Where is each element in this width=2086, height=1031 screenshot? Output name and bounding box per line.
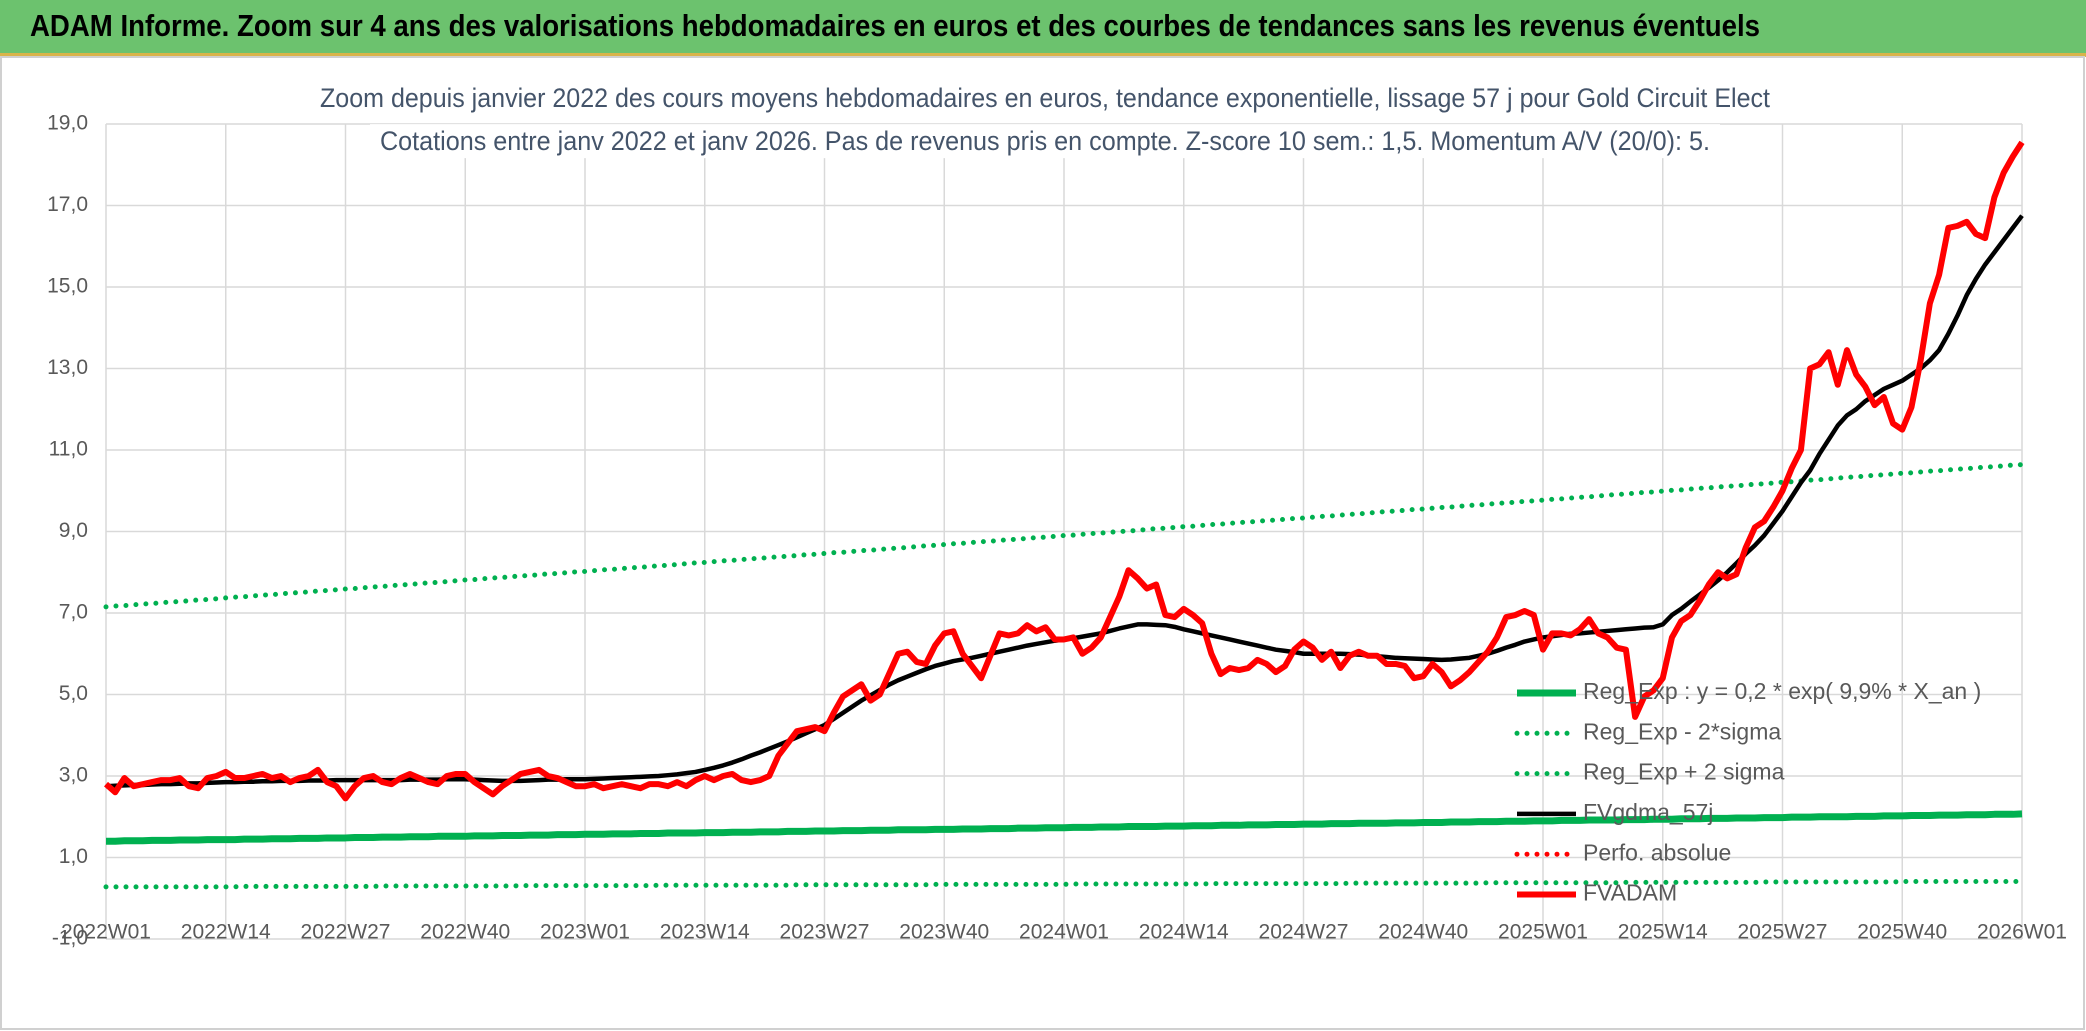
x-tick-label: 2025W14	[1618, 921, 1708, 944]
x-tick-label: 2022W14	[181, 921, 271, 944]
chart-frame	[0, 56, 2085, 1030]
x-tick-label: 2024W27	[1259, 921, 1349, 944]
y-tick-label: 7,0	[59, 601, 88, 624]
page-header: ADAM Informe. Zoom sur 4 ans des valoris…	[30, 8, 1760, 43]
legend-label: Perfo. absolue	[1583, 839, 1731, 865]
title-background	[310, 81, 1781, 116]
x-tick-label: 2022W01	[61, 921, 151, 944]
x-tick-label: 2022W40	[420, 921, 510, 944]
x-tick-label: 2024W01	[1019, 921, 1109, 944]
y-tick-label: -1,0	[52, 927, 88, 950]
y-tick-label: 9,0	[59, 519, 88, 542]
legend-label: Reg_Exp : y = 0,2 * exp( 9,9% * X_an )	[1583, 678, 1981, 704]
series-line	[103, 462, 2025, 610]
series-line	[106, 810, 2023, 845]
y-tick-label: 11,0	[49, 438, 88, 461]
header-bar	[0, 0, 2086, 53]
x-tick-label: 2023W27	[780, 921, 870, 944]
plot-area: -1,0 1,0 3,0 5,0 7,0 9,0 11,0 13,0 15,0 17,0 19,0 2…	[47, 112, 2067, 950]
x-tick-label: 2022W27	[301, 921, 391, 944]
series-line	[103, 879, 2025, 890]
x-tick-label: 2024W40	[1378, 921, 1468, 944]
legend-label: FVADAM	[1583, 880, 1677, 906]
x-tick-label: 2025W40	[1857, 921, 1947, 944]
legend-label: FVgdma_57j	[1583, 799, 1713, 825]
chart-title: Zoom depuis janvier 2022 des cours moyen…	[320, 83, 1770, 113]
x-tick-label: 2025W27	[1738, 921, 1828, 944]
y-tick-label: 3,0	[59, 764, 88, 787]
x-tick-label: 2024W14	[1139, 921, 1229, 944]
x-tick-label: 2025W01	[1498, 921, 1588, 944]
chart-subtitle: Cotations entre janv 2022 et janv 2026. …	[380, 126, 1710, 156]
x-tick-label: 2023W01	[540, 921, 630, 944]
y-tick-label: 5,0	[59, 682, 88, 705]
y-tick-label: 1,0	[59, 845, 88, 868]
header-rule	[0, 53, 2086, 57]
subtitle-background	[370, 124, 1720, 159]
x-tick-label: 2023W14	[660, 921, 750, 944]
x-tick-label: 2023W40	[899, 921, 989, 944]
y-tick-label: 13,0	[47, 356, 88, 379]
y-tick-label: 19,0	[47, 112, 88, 135]
series-line	[104, 140, 2025, 802]
y-tick-label: 17,0	[47, 193, 88, 216]
legend: Reg_Exp : y = 0,2 * exp( 9,9% * X_an ) Re…	[1514, 678, 1981, 906]
x-tick-label: 2026W01	[1977, 921, 2067, 944]
legend-label: Reg_Exp - 2*sigma	[1583, 718, 1781, 744]
legend-label: Reg_Exp + 2 sigma	[1583, 759, 1785, 785]
y-tick-label: 15,0	[47, 275, 88, 298]
